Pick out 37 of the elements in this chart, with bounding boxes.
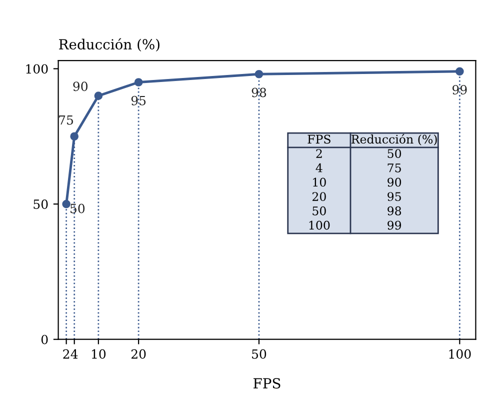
x-tick-label: 2 bbox=[63, 349, 70, 359]
x-tick-label: 100 bbox=[449, 349, 471, 359]
point bbox=[70, 132, 79, 141]
point bbox=[254, 70, 264, 78]
y-tick-label: 0 bbox=[41, 334, 48, 344]
x-tick-label: 10 bbox=[92, 349, 106, 359]
text: Reducción (%) bbox=[59, 38, 160, 52]
x-tick-label: 20 bbox=[131, 349, 146, 359]
annotation: 20 bbox=[312, 192, 326, 202]
point bbox=[134, 78, 143, 86]
annotation: 50 bbox=[388, 149, 402, 158]
y-tick-label: 100 bbox=[26, 64, 48, 74]
data-label: 99 bbox=[452, 85, 467, 94]
y-tick-label: 50 bbox=[34, 200, 48, 209]
text: FPS bbox=[254, 378, 280, 389]
annotation: 4 bbox=[316, 163, 322, 172]
annotation: 75 bbox=[388, 164, 401, 172]
annotation: 50 bbox=[312, 206, 326, 216]
x-axis-title: FPS bbox=[308, 134, 330, 144]
x-tick-label: 50 bbox=[252, 349, 266, 359]
data-label: 90 bbox=[73, 82, 88, 92]
y-axis-title: Reducción (%) bbox=[352, 134, 437, 146]
annotation: 90 bbox=[388, 178, 402, 187]
annotation: 2 bbox=[316, 149, 322, 158]
data-label: 95 bbox=[131, 96, 146, 106]
point bbox=[456, 67, 464, 76]
annotation: 10 bbox=[313, 178, 326, 187]
data-label: 50 bbox=[70, 204, 85, 214]
data-label: 75 bbox=[59, 115, 73, 125]
data-label: 98 bbox=[252, 88, 266, 98]
annotation: 95 bbox=[388, 192, 401, 202]
x-tick-label: 4 bbox=[70, 349, 78, 359]
point bbox=[94, 92, 103, 100]
annotation: 100 bbox=[309, 220, 330, 230]
annotation: 99 bbox=[388, 220, 402, 230]
point bbox=[62, 200, 70, 208]
annotation: 98 bbox=[388, 206, 402, 216]
